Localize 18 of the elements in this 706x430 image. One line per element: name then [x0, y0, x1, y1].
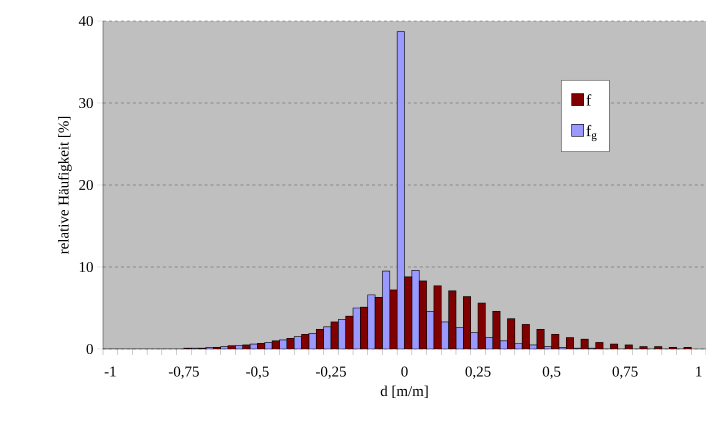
x-tick-label: 0,75 [612, 366, 638, 379]
x-tick-label: -0,75 [168, 366, 199, 379]
x-tick-label: -0,25 [316, 366, 346, 379]
legend-label: f$_{g}$ [586, 124, 597, 142]
legend-label: f [586, 94, 592, 106]
y-tick-label: 10 [80, 262, 93, 272]
y-tick-label: 40 [78, 16, 93, 26]
x-tick-label: 0 [401, 366, 408, 377]
y-tick-label: 30 [79, 98, 93, 108]
x-tick-label: 0,5 [542, 366, 560, 379]
x-tick-label: 0,25 [466, 366, 491, 379]
x-tick-label: -1 [104, 366, 116, 376]
x-axis-title: d [m/m] [380, 386, 428, 398]
x-tick-label: 1 [696, 366, 702, 376]
y-tick-label: 20 [79, 180, 93, 190]
y-tick-label: 0 [86, 344, 93, 354]
x-tick-label: -0,5 [246, 366, 269, 379]
y-axis-title: relative Häufigkeit [%] [58, 116, 72, 254]
